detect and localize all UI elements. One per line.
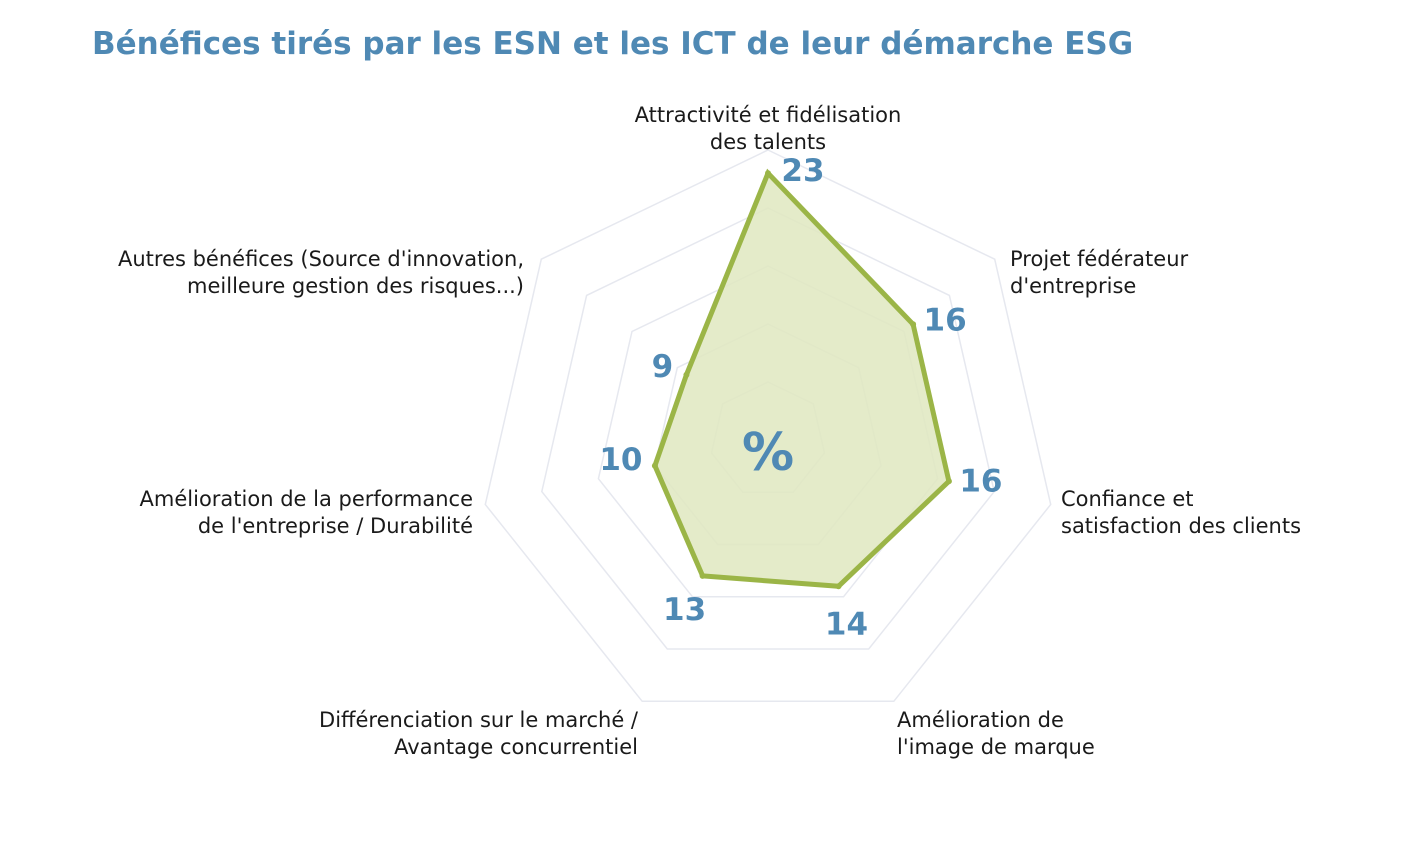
data-point-5 <box>651 462 658 469</box>
data-point-2 <box>945 478 952 485</box>
category-label-4-line-0: Différenciation sur le marché / <box>319 708 639 732</box>
grid-ring-4 <box>540 207 996 650</box>
category-label-2: Confiance et satisfaction des clients <box>1061 487 1301 538</box>
value-label-1: 16 <box>924 302 967 338</box>
category-label-6-line-1: meilleure gestion des risques...) <box>187 274 524 298</box>
value-label-4: 13 <box>663 592 706 628</box>
category-label-0-line-1: des talents <box>710 130 826 154</box>
category-label-1-line-1: d'entreprise <box>1010 274 1136 298</box>
category-label-0: Attractivité et fidélisation des talents <box>635 103 902 154</box>
data-point-4 <box>699 572 706 579</box>
category-label-5-line-1: de l'entreprise / Durabilité <box>198 514 473 538</box>
series-area <box>652 168 952 589</box>
category-label-4: Différenciation sur le marché / Avantage … <box>319 708 639 759</box>
value-label-0: 23 <box>781 153 824 189</box>
value-label-5: 10 <box>599 442 642 478</box>
radar-labels: 23 16 16 14 13 10 9 Attractivité et fidélisatio… <box>118 103 1301 759</box>
data-point-0 <box>765 170 771 177</box>
value-label-3: 14 <box>825 606 868 642</box>
category-label-2-line-0: Confiance et <box>1061 487 1194 511</box>
value-label-2: 16 <box>959 463 1002 499</box>
category-label-1-line-0: Projet fédérateur <box>1010 247 1189 271</box>
category-label-1: Projet fédérateur d'entreprise <box>1010 247 1189 298</box>
category-label-3: Amélioration de l'image de marque <box>897 708 1095 759</box>
value-label-6: 9 <box>652 349 674 385</box>
category-label-4-line-1: Avantage concurrentiel <box>394 735 638 759</box>
category-label-3-line-0: Amélioration de <box>897 708 1064 732</box>
grid-ring-5 <box>484 149 1052 703</box>
category-label-6-line-0: Autres bénéfices (Source d'innovation, <box>118 247 524 271</box>
radar-series <box>651 168 952 590</box>
chart-title: Bénéfices tirés par les ESN et les ICT d… <box>92 26 1134 62</box>
data-point-1 <box>910 321 917 328</box>
unit-label: % <box>742 423 794 483</box>
category-label-2-line-1: satisfaction des clients <box>1061 514 1301 538</box>
category-label-5-line-0: Amélioration de la performance <box>140 487 473 511</box>
category-label-3-line-1: l'image de marque <box>897 735 1095 759</box>
data-point-3 <box>835 583 842 590</box>
category-label-6: Autres bénéfices (Source d'innovation, me… <box>118 247 524 298</box>
data-point-6 <box>683 371 690 378</box>
category-label-5: Amélioration de la performance de l'entre… <box>140 487 473 538</box>
category-label-0-line-0: Attractivité et fidélisation <box>635 103 902 127</box>
